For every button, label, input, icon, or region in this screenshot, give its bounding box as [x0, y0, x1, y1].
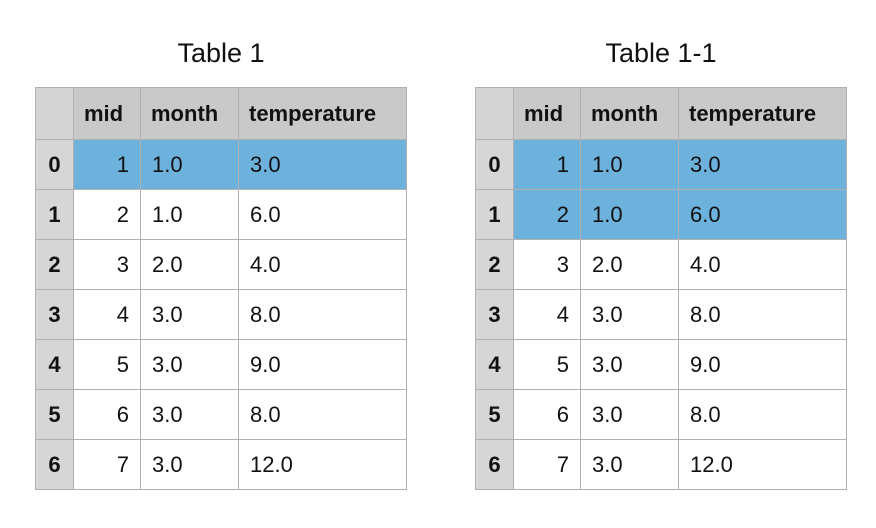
cell-temperature: 8.0 — [238, 389, 407, 440]
cell-mid: 4 — [513, 289, 581, 340]
column-header-mid: mid — [513, 87, 581, 140]
cell-mid: 6 — [73, 389, 141, 440]
table-row: 1 2 1.0 6.0 — [35, 189, 407, 240]
cell-month: 3.0 — [140, 439, 239, 490]
table-row: 5 6 3.0 8.0 — [35, 389, 407, 440]
cell-month: 1.0 — [140, 189, 239, 240]
column-header-temperature: temperature — [238, 87, 407, 140]
cell-month: 3.0 — [140, 339, 239, 390]
data-table: mid month temperature 0 1 1.0 3.0 1 2 1.0 6.0 2 3… — [475, 87, 847, 490]
cell-temperature: 8.0 — [678, 289, 847, 340]
cell-temperature: 4.0 — [238, 239, 407, 290]
table-title: Table 1 — [177, 38, 265, 68]
header-row: mid month temperature — [35, 87, 407, 140]
cell-temperature: 3.0 — [678, 139, 847, 190]
cell-temperature: 9.0 — [238, 339, 407, 390]
cell-temperature: 4.0 — [678, 239, 847, 290]
table-row: 3 4 3.0 8.0 — [475, 289, 847, 340]
cell-mid: 5 — [73, 339, 141, 390]
cell-temperature: 8.0 — [678, 389, 847, 440]
table-row: 4 5 3.0 9.0 — [35, 339, 407, 390]
row-index-cell: 3 — [35, 289, 74, 340]
row-index-cell: 1 — [475, 189, 514, 240]
table-body: 0 1 1.0 3.0 1 2 1.0 6.0 2 3 2.0 4.0 3 4 3.0 8.0 4 5 3.0 9.0… — [475, 139, 847, 490]
cell-month: 3.0 — [580, 289, 679, 340]
row-index-cell: 6 — [35, 439, 74, 490]
row-index-cell: 6 — [475, 439, 514, 490]
cell-temperature: 9.0 — [678, 339, 847, 390]
column-header-month: month — [580, 87, 679, 140]
cell-mid: 7 — [513, 439, 581, 490]
cell-mid: 3 — [73, 239, 141, 290]
corner-cell — [35, 87, 74, 140]
cell-month: 1.0 — [140, 139, 239, 190]
table-body: 0 1 1.0 3.0 1 2 1.0 6.0 2 3 2.0 4.0 3 4 3.0 8.0 4 5 3.0 9.0… — [35, 139, 407, 490]
cell-mid: 2 — [73, 189, 141, 240]
cell-month: 3.0 — [140, 389, 239, 440]
cell-mid: 6 — [513, 389, 581, 440]
header-row: mid month temperature — [475, 87, 847, 140]
column-header-mid: mid — [73, 87, 141, 140]
corner-cell — [475, 87, 514, 140]
cell-month: 3.0 — [580, 389, 679, 440]
cell-month: 3.0 — [140, 289, 239, 340]
table-row: 5 6 3.0 8.0 — [475, 389, 847, 440]
table-row: 2 3 2.0 4.0 — [35, 239, 407, 290]
row-index-cell: 5 — [475, 389, 514, 440]
table-title: Table 1-1 — [605, 38, 717, 68]
cell-mid: 2 — [513, 189, 581, 240]
table-row: 0 1 1.0 3.0 — [35, 139, 407, 190]
row-index-cell: 2 — [475, 239, 514, 290]
row-index-cell: 0 — [475, 139, 514, 190]
table-row: 0 1 1.0 3.0 — [475, 139, 847, 190]
cell-month: 1.0 — [580, 189, 679, 240]
cell-mid: 3 — [513, 239, 581, 290]
row-index-cell: 1 — [35, 189, 74, 240]
cell-month: 2.0 — [580, 239, 679, 290]
cell-mid: 5 — [513, 339, 581, 390]
row-index-cell: 3 — [475, 289, 514, 340]
cell-month: 1.0 — [580, 139, 679, 190]
table-row: 6 7 3.0 12.0 — [475, 439, 847, 490]
row-index-cell: 2 — [35, 239, 74, 290]
cell-month: 2.0 — [140, 239, 239, 290]
cell-temperature: 12.0 — [238, 439, 407, 490]
cell-mid: 7 — [73, 439, 141, 490]
cell-temperature: 6.0 — [678, 189, 847, 240]
cell-temperature: 6.0 — [238, 189, 407, 240]
column-header-temperature: temperature — [678, 87, 847, 140]
cell-temperature: 12.0 — [678, 439, 847, 490]
cell-mid: 4 — [73, 289, 141, 340]
table-row: 1 2 1.0 6.0 — [475, 189, 847, 240]
cell-mid: 1 — [73, 139, 141, 190]
table-row: 4 5 3.0 9.0 — [475, 339, 847, 390]
row-index-cell: 4 — [475, 339, 514, 390]
row-index-cell: 4 — [35, 339, 74, 390]
table-row: 6 7 3.0 12.0 — [35, 439, 407, 490]
row-index-cell: 5 — [35, 389, 74, 440]
table-row: 2 3 2.0 4.0 — [475, 239, 847, 290]
cell-month: 3.0 — [580, 339, 679, 390]
cell-mid: 1 — [513, 139, 581, 190]
table-row: 3 4 3.0 8.0 — [35, 289, 407, 340]
cell-temperature: 8.0 — [238, 289, 407, 340]
row-index-cell: 0 — [35, 139, 74, 190]
data-table: mid month temperature 0 1 1.0 3.0 1 2 1.0 6.0 2 3… — [35, 87, 407, 490]
column-header-month: month — [140, 87, 239, 140]
cell-month: 3.0 — [580, 439, 679, 490]
cell-temperature: 3.0 — [238, 139, 407, 190]
